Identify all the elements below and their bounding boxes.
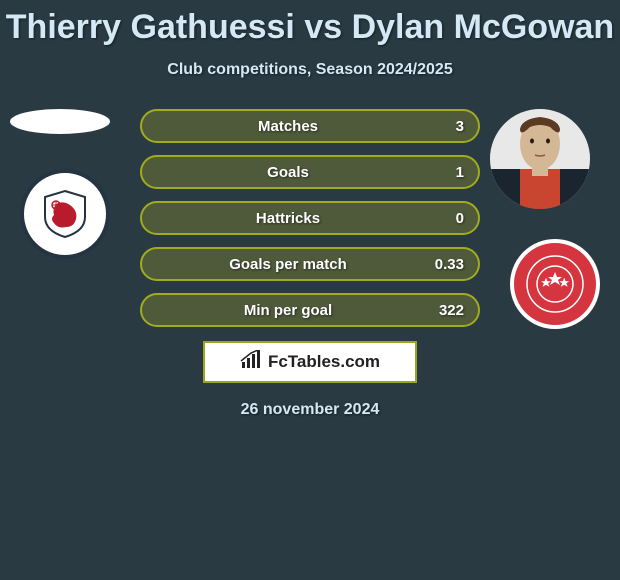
- brand-box: FcTables.com: [203, 341, 417, 383]
- stat-bar-value: 1: [434, 164, 464, 181]
- brand-chart-icon: [240, 350, 264, 375]
- stat-bar-value: 0: [434, 210, 464, 227]
- player-right-avatar: [490, 109, 590, 209]
- page-title: Thierry Gathuessi vs Dylan McGowan: [0, 0, 620, 47]
- player-right-club-crest: [510, 239, 600, 329]
- stat-bar-value: 3: [434, 118, 464, 135]
- stat-bar-label: Min per goal: [142, 302, 434, 319]
- stat-bar: Goals per match0.33: [140, 247, 480, 281]
- comparison-content: Matches3Goals1Hattricks0Goals per match0…: [0, 109, 620, 327]
- stat-bar: Matches3: [140, 109, 480, 143]
- player-left-avatar: [10, 109, 110, 134]
- stat-bar-value: 0.33: [434, 256, 464, 273]
- stat-bar-value: 322: [434, 302, 464, 319]
- stat-bars: Matches3Goals1Hattricks0Goals per match0…: [140, 109, 480, 327]
- stat-bar-label: Matches: [142, 118, 434, 135]
- brand-label: FcTables.com: [268, 352, 380, 372]
- stat-bar: Min per goal322: [140, 293, 480, 327]
- stat-bar: Goals1: [140, 155, 480, 189]
- stat-bar-label: Hattricks: [142, 210, 434, 227]
- stat-bar-label: Goals per match: [142, 256, 434, 273]
- subtitle: Club competitions, Season 2024/2025: [0, 61, 620, 79]
- stat-bar: Hattricks0: [140, 201, 480, 235]
- stat-bar-label: Goals: [142, 164, 434, 181]
- footer-date: 26 november 2024: [0, 401, 620, 419]
- player-left-club-crest: [20, 169, 110, 259]
